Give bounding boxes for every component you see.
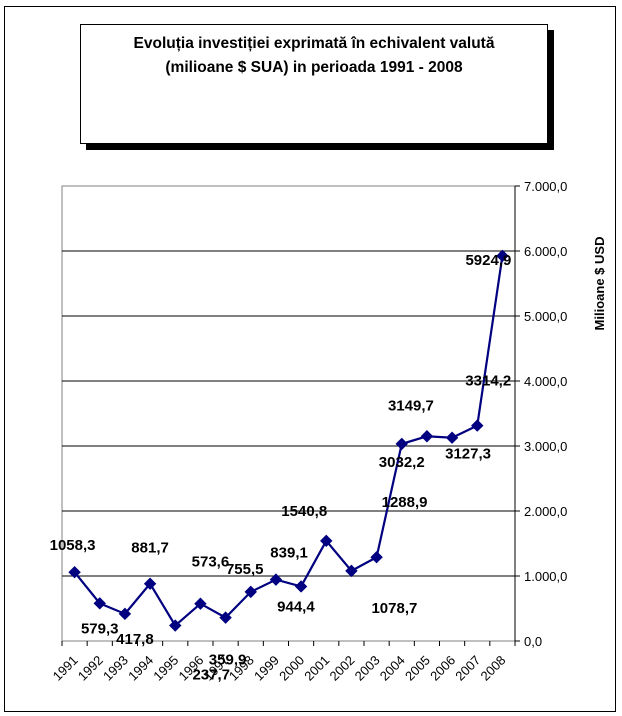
y-tick-label: 3.000,0 <box>524 439 567 454</box>
plot-area <box>61 185 516 642</box>
data-label: 3032,2 <box>379 454 425 471</box>
data-point <box>269 573 283 586</box>
data-point <box>244 585 257 599</box>
x-tick-label: 1992 <box>75 653 106 684</box>
x-tick-label: 2001 <box>301 653 332 684</box>
data-point <box>370 551 383 564</box>
data-point <box>471 419 484 432</box>
data-point <box>219 611 232 624</box>
x-tick-label: 2006 <box>427 653 458 684</box>
data-point <box>420 430 434 443</box>
y-tick-label: 6.000,0 <box>524 244 567 259</box>
x-tick-label: 2005 <box>402 653 433 684</box>
x-tick-label: 2003 <box>352 653 383 684</box>
x-tick-label: 1995 <box>150 653 181 684</box>
x-tick-label: 1999 <box>251 653 282 684</box>
data-label: 3149,7 <box>388 397 434 414</box>
data-point <box>93 597 106 610</box>
data-label: 359,9 <box>209 652 247 669</box>
y-tick-label: 4.000,0 <box>524 374 567 389</box>
x-tick-label: 2007 <box>452 653 483 684</box>
x-tick-label: 2008 <box>477 653 508 684</box>
x-tick-label: 2002 <box>326 653 357 684</box>
y-tick-label: 2.000,0 <box>524 504 567 519</box>
data-label: 573,6 <box>192 554 230 571</box>
y-tick-label: 5.000,0 <box>524 309 567 324</box>
data-label: 755,5 <box>226 561 264 578</box>
data-label: 1540,8 <box>281 503 327 520</box>
data-label: 1078,7 <box>371 600 417 617</box>
data-point <box>169 619 182 632</box>
x-tick-label: 1991 <box>50 653 81 684</box>
data-label: 881,7 <box>131 540 169 557</box>
y-tick-label: 1.000,0 <box>524 569 567 584</box>
x-tick-label: 1994 <box>125 653 156 684</box>
data-label: 3314,2 <box>465 373 511 390</box>
data-point <box>68 566 81 579</box>
data-point <box>294 580 308 593</box>
data-label: 237,7 <box>192 667 230 684</box>
data-label: 417,8 <box>116 631 154 648</box>
data-label: 3127,3 <box>445 446 491 463</box>
chart-title-box: Evoluția investiției exprimată în echiva… <box>80 24 548 144</box>
data-point <box>194 597 207 610</box>
x-tick-label: 2004 <box>377 653 408 684</box>
chart-title-line1: Evoluția investiției exprimată în echiva… <box>133 35 495 52</box>
x-tick-label: 2000 <box>276 653 307 684</box>
y-tick-label: 0,0 <box>524 634 542 649</box>
data-label: 1058,3 <box>50 537 96 554</box>
x-tick-label: 1993 <box>100 653 131 684</box>
data-point <box>445 431 459 444</box>
data-label: 5924,9 <box>465 252 511 269</box>
data-point <box>118 607 132 621</box>
data-point <box>496 249 509 263</box>
data-label: 1288,9 <box>382 494 428 511</box>
data-label: 579,3 <box>81 620 119 637</box>
chart-title-line2: (milioane $ SUA) in perioada 1991 - 2008 <box>165 59 463 76</box>
y-axis-title: Milioane $ USD <box>592 237 607 331</box>
data-point <box>320 534 333 548</box>
data-label: 944,4 <box>277 599 315 616</box>
y-tick-label: 7.000,0 <box>524 179 567 194</box>
data-point <box>345 564 358 578</box>
data-point <box>395 437 408 451</box>
data-point <box>143 577 157 590</box>
data-label: 839,1 <box>270 544 308 561</box>
